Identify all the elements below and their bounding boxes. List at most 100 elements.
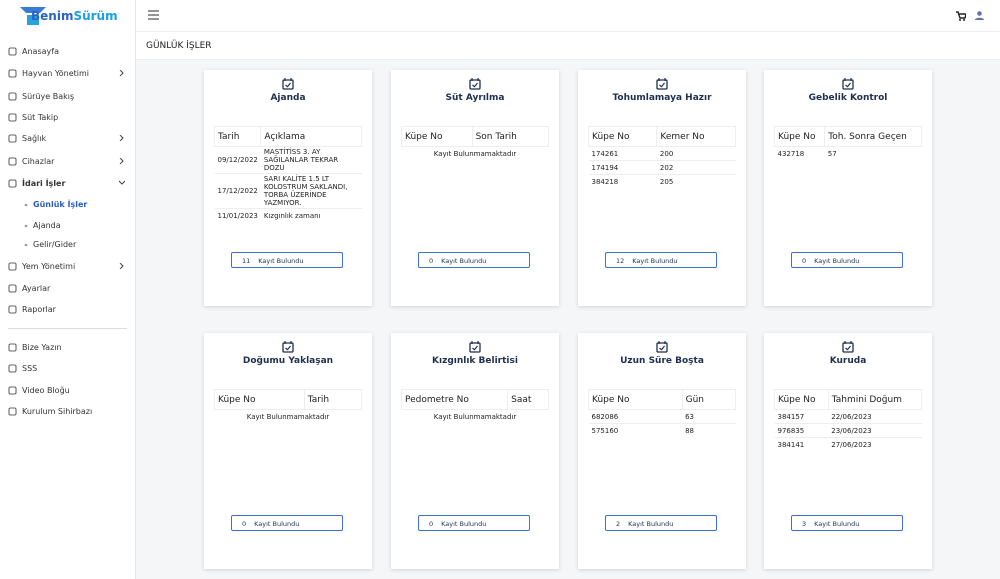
menu-label: Bize Yazın: [22, 343, 62, 352]
menu-icon: [8, 386, 17, 395]
table-cell: 384218: [588, 174, 657, 189]
bullet: [24, 224, 28, 227]
empty-row: Kayıt Bulunmamaktadır: [401, 146, 549, 161]
table-row: 384141 27/06/2023: [774, 437, 922, 452]
column-header: Gün: [681, 389, 737, 410]
menu-icon: [8, 179, 17, 188]
menu-item[interactable]: Ajanda: [24, 221, 61, 230]
table-row: 17/12/2022 SARI KALİTE 1.5 LT KOLOSTRUM S…: [214, 173, 362, 209]
record-count-button[interactable]: 0 Kayıt Bulundu: [231, 515, 343, 531]
column-header: Küpe No: [214, 389, 305, 410]
record-count: 3: [802, 520, 807, 528]
calendar-icon: [282, 78, 294, 90]
record-count-button[interactable]: 2 Kayıt Bulundu: [605, 515, 717, 531]
menu-item[interactable]: Video Bloğu: [8, 386, 70, 395]
card: Uzun Süre Boşta Küpe No Gün 682086 63 575160 8…: [578, 333, 746, 569]
logo[interactable]: BenimSürüm: [18, 3, 118, 29]
table-cell: 976835: [774, 423, 829, 438]
table-cell: 11/01/2023: [214, 208, 261, 223]
header-row: Küpe No Son Tarih: [401, 126, 550, 147]
menu-item[interactable]: Sürüye Bakış: [8, 92, 74, 101]
column-header: Toh. Sonra Geçen: [824, 126, 922, 147]
table-row: 09/12/2022 MASTİTİSS 3. AY SAĞILANLAR TEK…: [214, 146, 362, 174]
calendar-icon: [842, 78, 854, 90]
record-count: 12: [616, 257, 625, 265]
menu-item[interactable]: Anasayfa: [8, 47, 59, 56]
record-count-button[interactable]: 11 Kayıt Bulundu: [231, 252, 343, 268]
card-icon: [282, 338, 294, 357]
record-count: 0: [429, 257, 434, 265]
column-header: Küpe No: [588, 389, 683, 410]
menu-item[interactable]: Yem Yönetimi: [8, 262, 124, 271]
card-icon: [656, 338, 668, 357]
menu-item[interactable]: Cihazlar: [8, 157, 124, 166]
table-cell: 384157: [774, 409, 829, 424]
menu-label: Süt Takip: [22, 113, 59, 122]
column-header: Tahmini Doğum: [827, 389, 923, 410]
chevron: [119, 69, 124, 77]
menu-item[interactable]: Ayarlar: [8, 284, 50, 293]
menu-item[interactable]: İdari İşler: [8, 179, 126, 188]
menu-item[interactable]: SSS: [8, 364, 37, 373]
menu-label: Gelir/Gider: [33, 240, 77, 249]
menu-label: Kurulum Sihirbazı: [22, 407, 93, 416]
header-row: Küpe No Gün: [588, 389, 737, 410]
card-title: Gebelik Kontrol: [808, 93, 888, 103]
card: Kızgınlık Belirtisi Pedometre No Saat Kayıt…: [391, 333, 559, 569]
chevron: [118, 180, 126, 185]
menu-icon: [8, 47, 17, 56]
menu-label: Günlük İşler: [33, 200, 88, 209]
chevron: [119, 262, 124, 270]
empty-message: Kayıt Bulunmamaktadır: [401, 409, 549, 424]
header-row: Küpe No Toh. Sonra Geçen: [773, 126, 922, 147]
record-count-label: Kayıt Bulundu: [814, 257, 860, 265]
record-count: 0: [242, 520, 247, 528]
menu-item[interactable]: Kurulum Sihirbazı: [8, 407, 92, 416]
card-title: Uzun Süre Boşta: [620, 356, 704, 366]
chevron: [119, 134, 124, 142]
menu-icon: [8, 157, 17, 166]
record-count-button[interactable]: 0 Kayıt Bulundu: [791, 252, 903, 268]
card-title: Tohumlamaya Hazır: [612, 93, 712, 103]
header-row: Pedometre No Saat: [400, 389, 549, 410]
menu-item[interactable]: Bize Yazın: [8, 343, 62, 352]
menu-item[interactable]: Gelir/Gider: [24, 240, 76, 249]
column-header: Küpe No: [773, 126, 826, 147]
calendar-icon: [656, 78, 668, 90]
record-count-button[interactable]: 0 Kayıt Bulundu: [418, 515, 530, 531]
menu-item[interactable]: Sağlık: [8, 134, 124, 143]
menu-item[interactable]: Raporlar: [8, 305, 56, 314]
menu-item[interactable]: Günlük İşler: [24, 200, 87, 209]
record-count-button[interactable]: 0 Kayıt Bulundu: [418, 252, 530, 268]
record-count-label: Kayıt Bulundu: [628, 520, 674, 528]
record-count-label: Kayıt Bulundu: [441, 520, 487, 528]
table-row: 432718 57: [774, 146, 922, 161]
record-count: 11: [242, 257, 251, 265]
record-count-button[interactable]: 3 Kayıt Bulundu: [791, 515, 903, 531]
table-row: 384218 205: [588, 174, 736, 189]
calendar-icon: [469, 78, 481, 90]
table-cell: 682086: [588, 409, 683, 424]
calendar-icon: [469, 341, 481, 353]
cart-icon[interactable]: [956, 11, 966, 21]
table-cell: 200: [656, 146, 736, 161]
record-count-button[interactable]: 12 Kayıt Bulundu: [605, 252, 717, 268]
empty-row: Kayıt Bulunmamaktadır: [401, 409, 549, 424]
topbar: [136, 0, 1000, 32]
table-cell: 205: [656, 174, 736, 189]
menu-icon: [8, 262, 17, 271]
menu-label: Raporlar: [22, 305, 56, 314]
table-cell: 202: [656, 160, 736, 175]
calendar-icon: [842, 341, 854, 353]
menu-label: Video Bloğu: [22, 386, 70, 395]
card: Gebelik Kontrol Küpe No Toh. Sonra Geçen 43…: [764, 70, 932, 306]
menu-item[interactable]: Hayvan Yönetimi: [8, 69, 124, 78]
table-cell: 432718: [774, 146, 825, 161]
record-count-label: Kayıt Bulundu: [814, 520, 860, 528]
menu-item[interactable]: Süt Takip: [8, 113, 58, 122]
table-cell: 88: [682, 423, 736, 438]
brand: BenimSürüm: [31, 9, 118, 23]
menu-toggle[interactable]: [148, 10, 160, 20]
user-icon[interactable]: [975, 11, 984, 20]
